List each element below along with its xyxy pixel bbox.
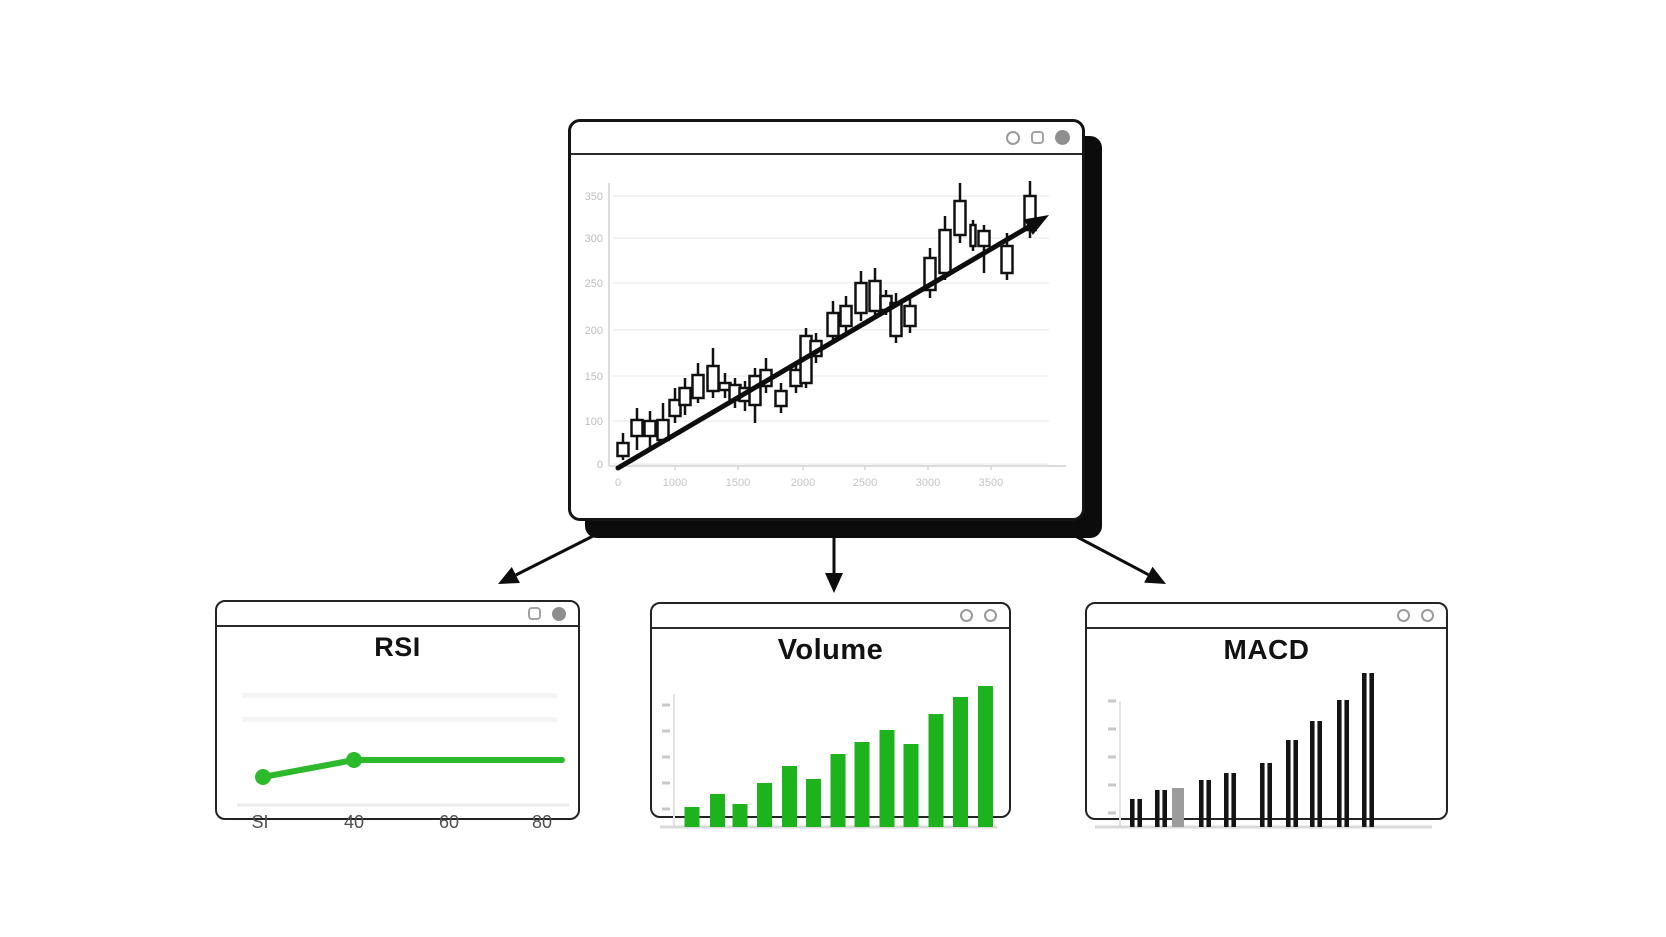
window-close-icon[interactable] <box>552 606 566 621</box>
svg-text:1500: 1500 <box>726 477 750 489</box>
svg-text:0: 0 <box>615 477 621 489</box>
rsi-panel-window: RSI SI 40 60 80 <box>215 600 580 832</box>
rsi-line-chart: SI 40 60 80 <box>237 693 569 832</box>
macd-titlebar <box>1087 604 1446 629</box>
svg-text:200: 200 <box>585 325 603 337</box>
window-minimize-icon[interactable] <box>960 609 973 622</box>
svg-text:150: 150 <box>585 371 603 383</box>
svg-text:3000: 3000 <box>916 477 940 489</box>
main-chart-window: 350 300 250 200 150 100 0 0 1000 1500 2000 2500 3000… <box>568 119 1085 521</box>
macd-bar-chart <box>1095 673 1432 829</box>
macd-panel-window: MACD <box>1085 602 1448 829</box>
window-close-icon[interactable] <box>1055 130 1070 145</box>
main-window-titlebar <box>571 122 1082 155</box>
main-window-controls <box>1006 122 1070 153</box>
macd-panel-title: MACD <box>1223 634 1310 665</box>
rsi-controls <box>528 602 566 625</box>
rsi-titlebar <box>217 602 578 627</box>
svg-text:2000: 2000 <box>791 477 815 489</box>
volume-controls <box>960 604 997 627</box>
svg-text:3500: 3500 <box>979 477 1003 489</box>
window-maximize-icon[interactable] <box>1031 131 1044 144</box>
window-maximize-icon[interactable] <box>984 609 997 622</box>
volume-titlebar <box>652 604 1009 629</box>
volume-panel-title: Volume <box>777 634 884 666</box>
svg-text:100: 100 <box>585 416 603 428</box>
window-minimize-icon[interactable] <box>1397 609 1410 622</box>
window-maximize-icon[interactable] <box>528 607 541 620</box>
svg-text:0: 0 <box>597 459 603 471</box>
svg-text:80: 80 <box>532 812 552 832</box>
rsi-panel-title: RSI <box>374 632 421 662</box>
svg-text:60: 60 <box>439 812 459 832</box>
window-maximize-icon[interactable] <box>1421 609 1434 622</box>
svg-text:2500: 2500 <box>853 477 877 489</box>
macd-controls <box>1397 604 1434 627</box>
volume-bar-chart <box>660 686 997 829</box>
svg-text:SI: SI <box>251 812 268 832</box>
volume-panel-window: Volume <box>650 602 1011 829</box>
svg-text:300: 300 <box>585 233 603 245</box>
svg-text:40: 40 <box>344 812 364 832</box>
svg-text:350: 350 <box>585 191 603 203</box>
svg-text:1000: 1000 <box>663 477 687 489</box>
svg-text:250: 250 <box>585 278 603 290</box>
window-minimize-icon[interactable] <box>1006 130 1020 145</box>
